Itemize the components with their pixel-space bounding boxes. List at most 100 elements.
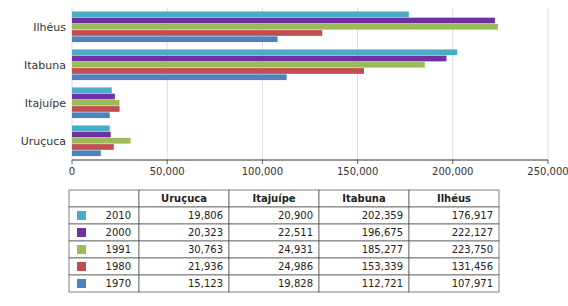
tick-label: 150,000: [337, 166, 378, 177]
tick-label: 0: [69, 166, 75, 177]
table-value: 176,917: [452, 210, 493, 221]
table-cell: [409, 190, 499, 207]
table-cell: [139, 275, 229, 292]
table-value: 24,931: [278, 244, 313, 255]
table-cell: [409, 258, 499, 275]
table-value: 24,986: [278, 261, 313, 272]
table-cell: [69, 207, 139, 224]
grid-line: [452, 8, 453, 160]
table-cell: [409, 224, 499, 241]
table-value: 153,339: [362, 261, 403, 272]
tick-mark: [72, 160, 73, 164]
legend-swatch: [77, 279, 86, 288]
bar: [72, 125, 110, 131]
grid-line: [548, 8, 549, 160]
legend-label: 2010: [106, 210, 131, 221]
table-cell: [69, 275, 139, 292]
table-value: 20,900: [278, 210, 313, 221]
table-cell: [69, 224, 139, 241]
table-cell: [229, 275, 319, 292]
table-cell: [229, 190, 319, 207]
tick-label: 250,000: [527, 166, 568, 177]
table-cell: [229, 224, 319, 241]
table-cell: [69, 241, 139, 258]
table-value: 15,123: [188, 278, 223, 289]
table-value: 19,828: [278, 278, 313, 289]
table-header: Ilhéus: [437, 193, 471, 204]
bar: [72, 11, 409, 17]
bar: [72, 24, 498, 30]
table-value: 30,763: [188, 244, 223, 255]
table-cell: [139, 258, 229, 275]
table-value: 222,127: [452, 227, 493, 238]
table-value: 107,971: [452, 278, 493, 289]
table-cell: [319, 258, 409, 275]
bar: [72, 106, 120, 112]
tick-label: 100,000: [242, 166, 283, 177]
legend-label: 1970: [106, 278, 131, 289]
bar: [72, 56, 446, 62]
table-header: Itajuípe: [252, 193, 295, 204]
table-value: 185,277: [362, 244, 403, 255]
bar: [72, 36, 278, 42]
table-cell: [69, 190, 139, 207]
table-cell: [229, 241, 319, 258]
table-cell: [139, 190, 229, 207]
bar: [72, 100, 119, 106]
bar: [72, 49, 457, 55]
table-value: 112,721: [362, 278, 403, 289]
table-cell: [229, 207, 319, 224]
legend-label: 1991: [106, 244, 131, 255]
tick-label: 50,000: [150, 166, 185, 177]
category-label: Itabuna: [24, 59, 66, 72]
table-cell: [139, 207, 229, 224]
table-cell: [319, 224, 409, 241]
table-value: 202,359: [362, 210, 403, 221]
table-cell: [319, 241, 409, 258]
tick-label: 200,000: [432, 166, 473, 177]
table-value: 21,936: [188, 261, 223, 272]
bar: [72, 150, 101, 156]
table-cell: [409, 241, 499, 258]
grid-line: [357, 8, 358, 160]
bar: [72, 62, 425, 68]
x-axis-line: [72, 160, 548, 161]
bar: [72, 18, 495, 24]
table-value: 196,675: [362, 227, 403, 238]
bar: [72, 138, 131, 144]
table-value: 19,806: [188, 210, 223, 221]
bar: [72, 68, 364, 74]
bar: [72, 30, 322, 36]
table-cell: [69, 258, 139, 275]
category-label: Ilhéus: [33, 21, 66, 34]
table-header: Itabuna: [342, 193, 385, 204]
tick-mark: [262, 160, 263, 164]
tick-mark: [452, 160, 453, 164]
table-cell: [139, 224, 229, 241]
chart: 0 50,000 100,000 150,000 200,000 250,000 Uruçu…: [0, 0, 568, 306]
table-cell: [229, 258, 319, 275]
legend-label: 2000: [106, 227, 131, 238]
bar: [72, 132, 111, 138]
legend-swatch: [77, 245, 86, 254]
bar: [72, 144, 114, 150]
table-value: 223,750: [452, 244, 493, 255]
table-cell: [319, 275, 409, 292]
table-cell: [409, 275, 499, 292]
table-value: 22,511: [278, 227, 313, 238]
tick-mark: [548, 160, 549, 164]
category-label: Itajuípe: [25, 97, 66, 110]
category-label: Uruçuca: [21, 135, 66, 148]
bar: [72, 112, 110, 118]
table-cell: [319, 207, 409, 224]
legend-swatch: [77, 262, 86, 271]
bar: [72, 94, 115, 100]
legend-swatch: [77, 211, 86, 220]
table: UruçucaItajuípeItabunaIlhéus201019,80620…: [69, 190, 499, 292]
table-cell: [139, 241, 229, 258]
table-value: 131,456: [452, 261, 493, 272]
tick-mark: [167, 160, 168, 164]
bar: [72, 87, 112, 93]
bars: [72, 11, 498, 156]
legend-label: 1980: [106, 261, 131, 272]
